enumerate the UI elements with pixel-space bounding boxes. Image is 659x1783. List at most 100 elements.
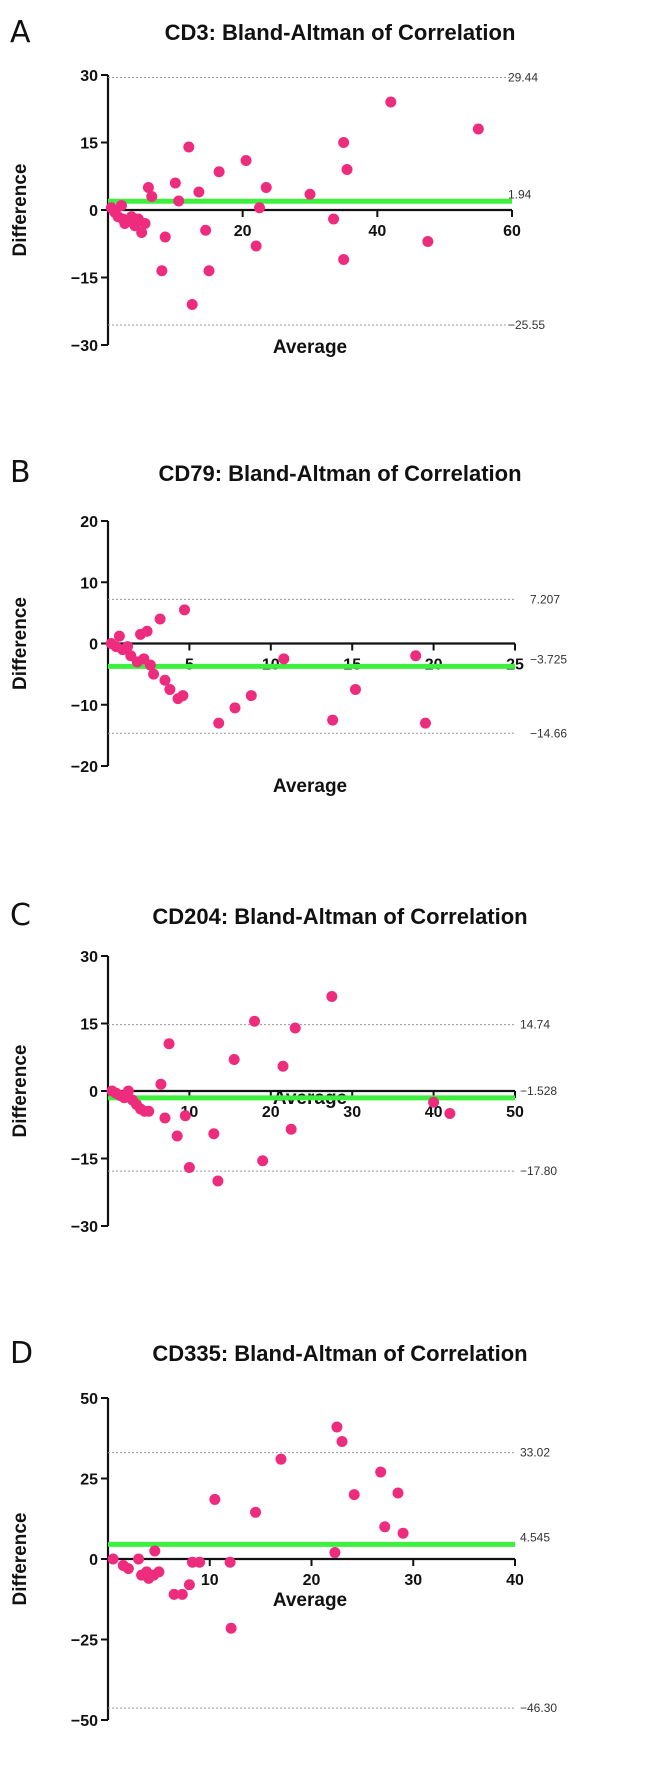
x-tick-label: 40 xyxy=(425,1104,443,1121)
panel-letter: D xyxy=(10,1336,33,1371)
chart-title: CD3: Bland-Altman of Correlation xyxy=(165,20,516,45)
data-point xyxy=(385,96,397,108)
data-point xyxy=(155,1078,167,1090)
data-point xyxy=(422,236,434,247)
data-point xyxy=(338,254,350,265)
panel-b: B CD79: Bland-Altman of Correlation 20 10 0 −… xyxy=(10,455,567,797)
data-point xyxy=(107,1553,119,1565)
data-point xyxy=(444,1108,456,1119)
data-point xyxy=(379,1521,391,1533)
data-point xyxy=(154,613,166,625)
data-point xyxy=(144,659,156,671)
data-point xyxy=(225,1622,237,1634)
chart-title: CD335: Bland-Altman of Correlation xyxy=(152,1341,527,1366)
data-point xyxy=(250,240,262,252)
data-point xyxy=(113,630,125,642)
data-point xyxy=(375,1466,387,1478)
data-point xyxy=(168,1588,180,1600)
data-point xyxy=(208,1128,220,1140)
data-point xyxy=(153,1566,165,1578)
y-tick-label: 20 xyxy=(80,514,98,531)
panel-c: C CD204: Bland-Altman of Correlation 30 15 0… xyxy=(10,898,557,1236)
y-tick-label: 15 xyxy=(80,1017,98,1034)
data-point xyxy=(164,683,176,695)
data-point xyxy=(179,604,191,616)
data-point xyxy=(213,717,225,729)
x-tick-label: 40 xyxy=(506,1572,524,1589)
lower-limit-label: −25.55 xyxy=(508,318,545,332)
y-tick-label: 50 xyxy=(80,1391,98,1408)
data-point xyxy=(250,1506,262,1518)
data-point xyxy=(209,1493,221,1505)
x-tick-label: 20 xyxy=(303,1572,321,1589)
data-point xyxy=(249,1015,261,1027)
x-tick-label: 30 xyxy=(404,1572,422,1589)
data-point xyxy=(200,224,212,236)
data-point xyxy=(419,717,431,729)
bias-label: −1.528 xyxy=(520,1084,557,1098)
data-point xyxy=(173,195,185,207)
data-point xyxy=(289,1022,301,1034)
y-tick-label: 10 xyxy=(80,575,98,592)
data-point xyxy=(177,690,189,702)
lower-limit-label: −14.66 xyxy=(530,726,567,740)
x-axis-title: Average xyxy=(273,1590,347,1611)
data-point xyxy=(240,155,252,166)
y-tick-label: 0 xyxy=(89,203,98,220)
data-point xyxy=(143,1105,155,1117)
x-axis-title: Average xyxy=(273,776,347,797)
data-point xyxy=(159,1112,171,1124)
y-axis-title: Difference xyxy=(10,597,31,690)
y-tick-label: 0 xyxy=(89,637,98,654)
data-point xyxy=(179,1110,191,1122)
x-tick-label: 25 xyxy=(506,657,524,674)
y-tick-label: −50 xyxy=(71,1713,98,1730)
upper-limit-label: 14.74 xyxy=(520,1018,550,1032)
panel-letter: B xyxy=(10,455,31,490)
data-point xyxy=(146,191,158,202)
data-point xyxy=(122,641,134,653)
data-point xyxy=(245,690,257,702)
panel-letter: A xyxy=(10,15,31,50)
data-point xyxy=(254,202,265,214)
x-tick-label: 20 xyxy=(262,1104,280,1121)
data-point xyxy=(257,1155,269,1167)
data-point xyxy=(304,188,316,200)
data-point xyxy=(163,1038,175,1050)
data-point xyxy=(186,299,198,310)
data-point xyxy=(139,218,151,229)
data-point xyxy=(392,1487,404,1499)
data-point xyxy=(275,1453,287,1465)
data-point xyxy=(171,1130,183,1142)
y-tick-label: 30 xyxy=(80,68,98,85)
upper-limit-label: 29.44 xyxy=(508,71,538,85)
data-point xyxy=(428,1096,440,1108)
x-tick-label: 30 xyxy=(343,1104,361,1121)
data-point xyxy=(122,1085,134,1097)
data-point xyxy=(224,1556,236,1568)
data-point xyxy=(472,123,484,135)
y-tick-label: −15 xyxy=(71,271,98,288)
data-point xyxy=(156,265,168,277)
data-point xyxy=(136,227,148,238)
upper-limit-label: 7.207 xyxy=(530,592,560,606)
data-point xyxy=(176,1588,188,1600)
y-tick-label: 25 xyxy=(80,1472,98,1489)
bias-label: −3.725 xyxy=(530,652,567,666)
data-point xyxy=(331,1421,343,1433)
data-point xyxy=(341,164,353,175)
y-axis-title: Difference xyxy=(10,1513,31,1606)
data-point xyxy=(327,714,339,726)
panel-d: D CD335: Bland-Altman of Correlation 50 25 0… xyxy=(10,1336,557,1730)
data-point xyxy=(212,1175,224,1187)
data-point xyxy=(349,683,361,695)
data-point xyxy=(203,265,215,277)
data-point xyxy=(348,1489,360,1501)
data-point xyxy=(229,702,241,714)
y-tick-label: −30 xyxy=(71,1219,98,1236)
data-point xyxy=(278,653,290,665)
data-point xyxy=(213,166,225,178)
lower-limit-label: −46.30 xyxy=(520,1701,557,1715)
data-point xyxy=(159,231,171,243)
